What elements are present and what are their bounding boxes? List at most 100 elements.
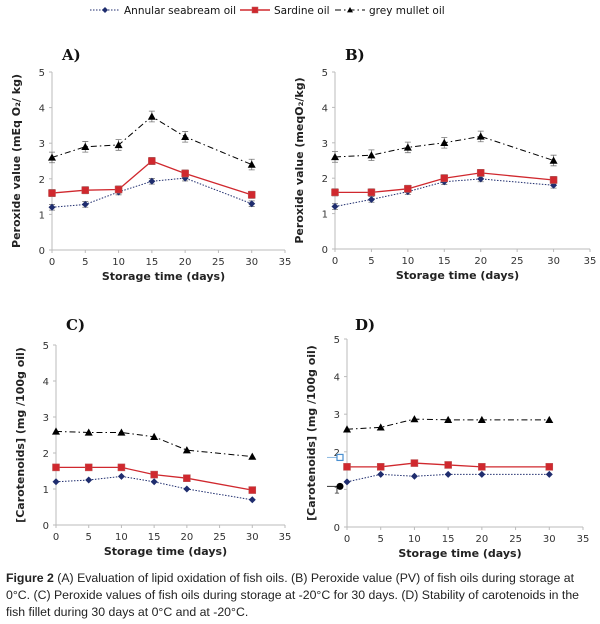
y-tick-label: 2	[39, 175, 45, 186]
data-point	[477, 175, 485, 183]
data-point	[444, 415, 453, 424]
data-point	[377, 470, 385, 478]
y-tick-label: 3	[322, 139, 328, 150]
panel-b: B) 0 1 2 3 4 5 0 5 10 15 20 25 30 35 Storage time (days…	[293, 46, 596, 282]
x-tick-label: 10	[401, 256, 414, 267]
series-square	[52, 463, 257, 494]
y-tick-label: 0	[322, 245, 328, 256]
data-point	[181, 132, 190, 140]
y-axis-title: [Carotenoids] (mg /100g oil)	[14, 347, 27, 523]
y-tick-label: 5	[322, 68, 328, 79]
series-line	[51, 160, 252, 196]
data-point	[247, 160, 256, 168]
panel-label: D)	[355, 316, 375, 334]
data-point	[150, 470, 158, 479]
figure-caption: Figure 2 (A) Evaluation of lipid oxidati…	[6, 570, 598, 621]
panel-d: D) 0 1 2 3 4 5 0 5 10 15 20 25 30 35 Storage time (days…	[305, 316, 589, 560]
series-triangle	[343, 415, 554, 433]
x-tick-label: 0	[53, 532, 59, 543]
data-point	[81, 142, 90, 150]
series-line	[334, 178, 554, 208]
data-point	[331, 188, 339, 197]
series-line	[56, 466, 253, 491]
data-point	[440, 138, 449, 146]
legend-label: grey mullet oil	[369, 5, 445, 17]
data-point	[183, 474, 191, 482]
stray-circle-marker	[336, 482, 344, 490]
x-tick-label: 30	[246, 532, 259, 543]
data-point	[181, 169, 189, 178]
x-tick-label: 5	[378, 534, 384, 545]
y-tick-label: 5	[334, 335, 340, 346]
y-tick-label: 1	[322, 210, 328, 221]
y-tick-label: 2	[334, 448, 340, 459]
data-point	[367, 188, 376, 197]
data-point	[48, 203, 56, 211]
series-line	[335, 172, 554, 194]
data-point	[48, 189, 56, 197]
data-point	[410, 472, 418, 480]
data-point	[343, 463, 351, 471]
y-axis-title: Peroxide value (mEq O₂/ kg)	[10, 74, 23, 248]
x-tick-label: 0	[344, 534, 350, 545]
x-tick-label: 15	[442, 534, 455, 545]
data-point	[367, 151, 376, 159]
data-point	[477, 415, 486, 424]
series-diamond	[343, 470, 553, 486]
figure: Annular seabream oil Sardine oil grey mull…	[10, 5, 596, 560]
panel-c: C) 0 1 2 3 4 5 0 5 10 15 20 25 30 35 Storage time (days…	[14, 316, 291, 558]
data-point	[476, 132, 485, 140]
legend-label: Annular seabream oil	[124, 5, 236, 17]
data-point	[182, 446, 191, 454]
series-diamond	[48, 174, 256, 211]
x-tick-label: 15	[145, 257, 158, 268]
x-tick-label: 10	[408, 534, 421, 545]
y-tick-label: 0	[39, 246, 45, 257]
x-axis-title: Storage time (days)	[102, 270, 225, 283]
data-point	[81, 186, 90, 194]
y-tick-label: 3	[43, 413, 49, 424]
y-tick-label: 0	[334, 523, 340, 534]
stray-square-marker	[336, 453, 344, 462]
series-line	[55, 475, 253, 501]
legend-label: Sardine oil	[274, 5, 330, 17]
data-point	[52, 427, 60, 435]
legend-marker	[347, 7, 353, 13]
series-triangle	[52, 427, 257, 460]
x-axis-title: Storage time (days)	[396, 269, 519, 282]
data-point	[404, 185, 412, 193]
data-point	[52, 463, 60, 472]
x-tick-label: 25	[212, 257, 225, 268]
x-tick-label: 20	[179, 257, 192, 268]
data-point	[549, 176, 558, 184]
data-point	[150, 432, 159, 440]
caption-label: Figure 2	[6, 571, 54, 585]
y-tick-label: 3	[334, 410, 340, 421]
y-tick-label: 1	[43, 485, 49, 496]
data-point	[150, 478, 158, 486]
data-point	[545, 463, 554, 471]
series-square	[48, 157, 256, 199]
x-axis-title: Storage time (days)	[398, 547, 521, 560]
data-point	[248, 486, 257, 494]
data-point	[343, 425, 351, 433]
x-axis-title: Storage time (days)	[104, 545, 227, 558]
y-tick-label: 2	[43, 449, 49, 460]
x-tick-label: 25	[213, 532, 226, 543]
legend-item: Annular seabream oil	[90, 5, 236, 17]
x-tick-label: 5	[368, 256, 374, 267]
x-tick-label: 35	[584, 256, 597, 267]
panel-label: A)	[61, 46, 81, 64]
data-point	[444, 461, 452, 469]
x-tick-label: 0	[332, 256, 338, 267]
data-point	[476, 169, 485, 177]
data-point	[117, 463, 126, 472]
x-tick-label: 35	[279, 257, 292, 268]
series-line	[55, 430, 253, 458]
data-point	[410, 459, 419, 467]
series-line	[346, 418, 550, 430]
y-axis-title: Peroxide value (meqO₂/kg)	[293, 77, 306, 243]
legend: Annular seabream oil Sardine oil grey mull…	[90, 5, 445, 17]
data-point	[84, 463, 93, 472]
data-point	[403, 143, 412, 151]
